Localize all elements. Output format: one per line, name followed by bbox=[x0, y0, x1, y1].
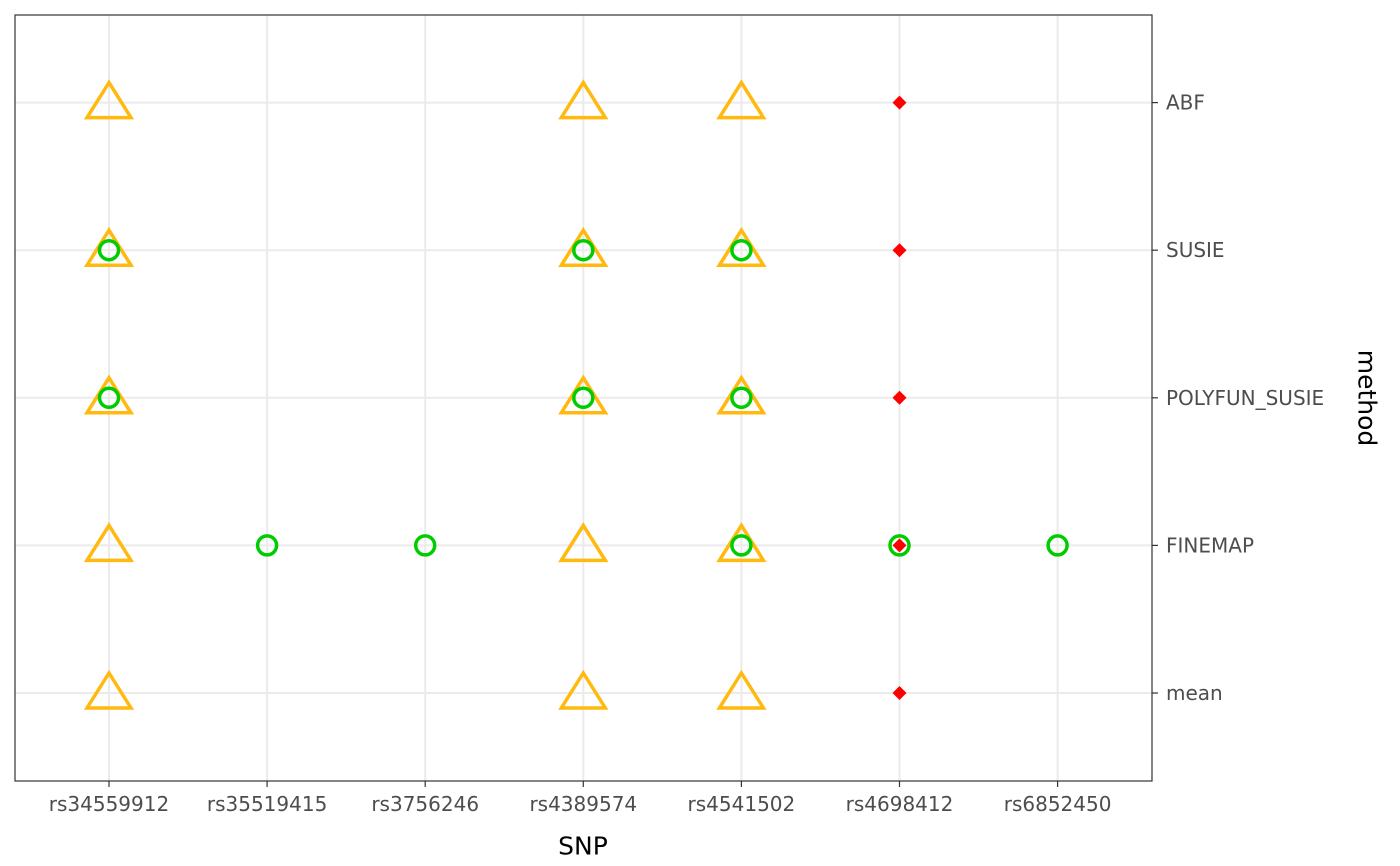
triangle-open-point-rs4389574-susie bbox=[558, 226, 609, 267]
y-tick-label-polyfun-susie: POLYFUN_SUSIE bbox=[1166, 386, 1324, 410]
x-tick-label-rs35519415: rs35519415 bbox=[207, 792, 327, 816]
diamond-filled-point-rs4698412-mean bbox=[892, 686, 907, 700]
y-tick-label-mean: mean bbox=[1166, 681, 1223, 705]
circle-open-point-rs4541502-finemap bbox=[730, 534, 753, 557]
circle-open-point-rs6852450-finemap bbox=[1046, 534, 1069, 557]
triangle-open-point-rs34559912-abf bbox=[83, 79, 135, 120]
circle-open-point-rs4541502-polyfun-susie bbox=[730, 386, 753, 410]
x-axis-title: SNP bbox=[558, 832, 608, 861]
triangle-open-point-rs4541502-polyfun-susie bbox=[716, 374, 767, 415]
x-tick-label-rs4389574: rs4389574 bbox=[529, 792, 637, 816]
x-tick-label-rs3756246: rs3756246 bbox=[371, 792, 479, 816]
y-axis-title: method bbox=[1353, 350, 1382, 447]
circle-open-point-rs34559912-susie bbox=[97, 238, 121, 262]
circle-open-point-rs34559912-polyfun-susie bbox=[97, 386, 121, 410]
triangle-open-point-rs4541502-abf bbox=[716, 79, 767, 120]
gridlines bbox=[15, 15, 1152, 781]
triangle-open-point-rs34559912-polyfun-susie bbox=[83, 374, 135, 415]
y-tick-label-finemap: FINEMAP bbox=[1166, 533, 1254, 557]
circle-open-point-rs3756246-finemap bbox=[413, 534, 437, 557]
triangle-open-point-rs4541502-finemap bbox=[716, 522, 767, 563]
x-axis: rs34559912 rs35519415 rs3756246 rs4389574 rs… bbox=[49, 781, 1112, 816]
diamond-filled-point-rs4698412-finemap bbox=[892, 538, 907, 553]
triangle-open-point-rs34559912-susie bbox=[83, 226, 135, 267]
triangle-open-point-rs4541502-mean bbox=[716, 669, 767, 710]
y-tick-label-abf: ABF bbox=[1166, 91, 1205, 115]
triangle-open-point-rs4541502-susie bbox=[716, 226, 767, 267]
diamond-filled-point-rs4698412-susie bbox=[892, 243, 907, 258]
triangle-open-point-rs4389574-mean bbox=[558, 669, 609, 710]
x-tick-label-rs6852450: rs6852450 bbox=[1004, 792, 1112, 816]
circle-open-point-rs35519415-finemap bbox=[255, 534, 279, 557]
circle-open-point-rs4698412-finemap bbox=[888, 534, 911, 557]
triangle-open-point-rs4389574-polyfun-susie bbox=[558, 374, 609, 415]
y-tick-label-susie: SUSIE bbox=[1166, 238, 1225, 262]
diamond-filled-point-rs4698412-polyfun-susie bbox=[892, 390, 907, 405]
circle-open-point-rs4389574-polyfun-susie bbox=[572, 386, 595, 410]
circle-open-point-rs4389574-susie bbox=[572, 238, 595, 262]
triangle-open-point-rs4389574-abf bbox=[558, 79, 609, 120]
circle-open-point-rs4541502-susie bbox=[730, 238, 753, 262]
triangle-open-point-rs34559912-mean bbox=[83, 669, 135, 710]
diamond-filled-point-rs4698412-abf bbox=[892, 95, 907, 110]
y-axis-right: mean FINEMAP POLYFUN_SUSIE SUSIE ABF bbox=[1152, 91, 1324, 705]
x-tick-label-rs4541502: rs4541502 bbox=[688, 792, 796, 816]
x-tick-label-rs4698412: rs4698412 bbox=[846, 792, 954, 816]
triangle-open-point-rs4389574-finemap bbox=[558, 522, 609, 563]
triangle-open-point-rs34559912-finemap bbox=[83, 522, 135, 563]
data-points bbox=[83, 79, 1069, 710]
x-tick-label-rs34559912: rs34559912 bbox=[49, 792, 169, 816]
